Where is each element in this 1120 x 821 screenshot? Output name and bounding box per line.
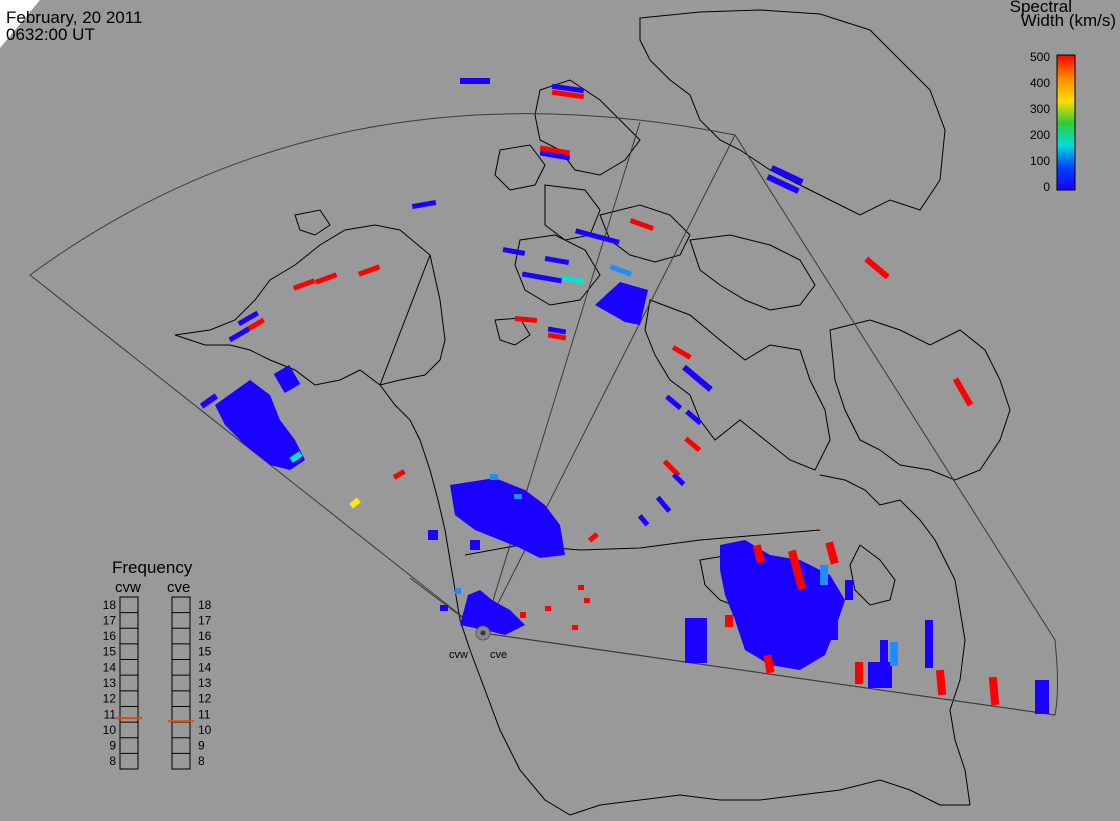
frequency-tick-label: 12 bbox=[198, 692, 212, 706]
frequency-bar-cvw bbox=[119, 596, 139, 770]
frequency-tick-label: 15 bbox=[103, 645, 117, 659]
radar-scatter bbox=[199, 78, 1049, 714]
frequency-tick-label: 9 bbox=[198, 739, 205, 753]
colorbar-tick-label: 400 bbox=[1030, 76, 1050, 90]
colorbar-tick-label: 0 bbox=[1043, 180, 1050, 194]
colorbar-title-line2: Width (km/s) bbox=[1020, 11, 1116, 30]
frequency-tick-label: 17 bbox=[103, 613, 117, 627]
frequency-bar-cve bbox=[171, 596, 191, 770]
colorbar-title-line1: Spectral bbox=[1009, 0, 1072, 16]
radar-site-label-cvw: cvw bbox=[449, 649, 468, 661]
frequency-tick-label: 9 bbox=[109, 739, 116, 753]
frequency-tick-label: 13 bbox=[198, 676, 212, 690]
time-label: 0632:00 UT bbox=[6, 25, 95, 44]
date-label: February, 20 2011 bbox=[6, 8, 143, 27]
colorbar-tick-label: 100 bbox=[1030, 154, 1050, 168]
frequency-tick-label: 11 bbox=[104, 707, 117, 721]
colorbar-tick-label: 300 bbox=[1030, 102, 1050, 116]
frequency-panel bbox=[119, 596, 191, 770]
colorbar-gradient bbox=[1056, 54, 1076, 191]
frequency-tick-label: 15 bbox=[198, 645, 212, 659]
frequency-tick-label: 12 bbox=[103, 692, 117, 706]
colorbar-tick-label: 500 bbox=[1030, 50, 1050, 64]
radar-site-label-cve: cve bbox=[490, 649, 507, 661]
frequency-label-cvw: cvw bbox=[115, 579, 141, 596]
corner-fill bbox=[0, 0, 40, 48]
frequency-tick-label: 10 bbox=[198, 723, 212, 737]
frequency-tick-label: 18 bbox=[103, 598, 117, 612]
colorbar: 500 400 300 200 100 0 bbox=[1030, 50, 1076, 194]
frequency-tick-label: 8 bbox=[198, 754, 205, 768]
frequency-tick-label: 8 bbox=[109, 754, 116, 768]
radar-fov bbox=[29, 113, 1058, 716]
frequency-tick-label: 16 bbox=[198, 629, 212, 643]
frequency-tick-label: 17 bbox=[198, 613, 212, 627]
radar-site-marker bbox=[475, 625, 491, 641]
frequency-tick-label: 10 bbox=[103, 723, 117, 737]
frequency-tick-label: 16 bbox=[103, 629, 117, 643]
frequency-title: Frequency bbox=[112, 558, 193, 577]
frequency-tick-label: 14 bbox=[103, 660, 117, 674]
frequency-label-cve: cve bbox=[167, 579, 191, 596]
frequency-tick-label: 11 bbox=[198, 707, 211, 721]
colorbar-tick-label: 200 bbox=[1030, 128, 1050, 142]
frequency-tick-label: 14 bbox=[198, 660, 212, 674]
frequency-tick-label: 18 bbox=[198, 598, 212, 612]
frequency-tick-label: 13 bbox=[103, 676, 117, 690]
